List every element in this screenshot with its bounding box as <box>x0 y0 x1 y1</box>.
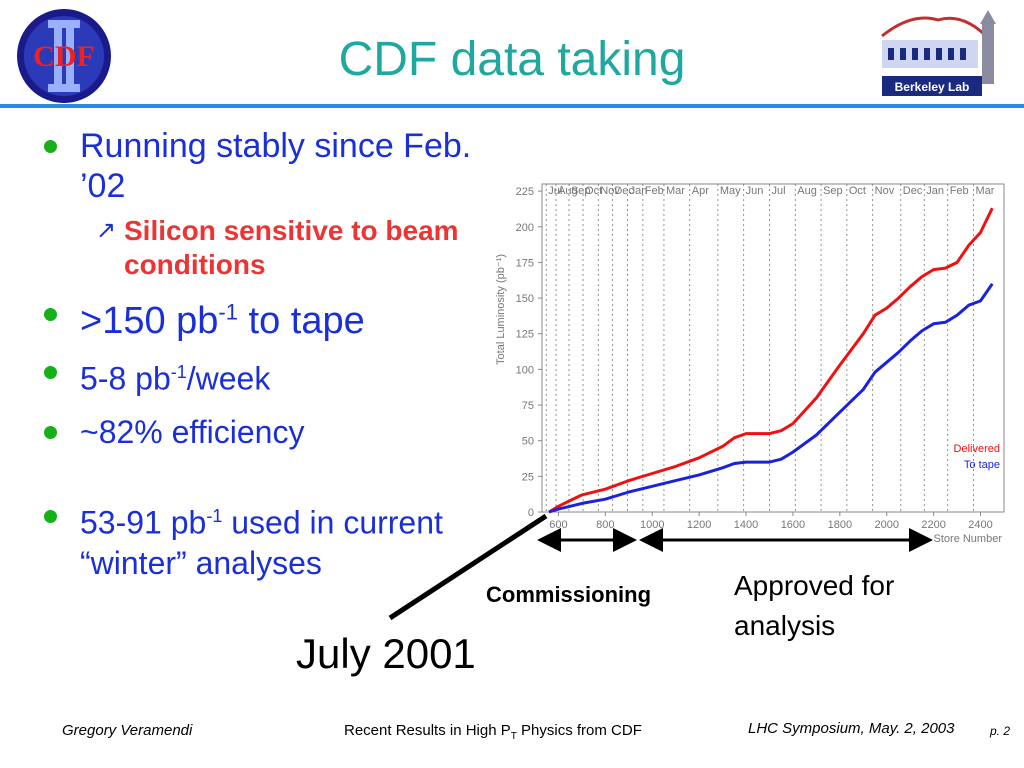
series-line-to-tape <box>548 282 994 514</box>
y-tick-label: 100 <box>516 364 534 376</box>
bullet-dot-icon <box>44 510 57 524</box>
series-line-delivered <box>548 207 994 514</box>
legend-entry: Delivered <box>954 443 1000 455</box>
plot-frame <box>541 183 1005 513</box>
y-tick-label: 0 <box>528 507 534 519</box>
bullet-list: Running stably since Feb. ’02 ↗ Silicon … <box>40 126 480 583</box>
y-tick-label: 25 <box>522 471 534 483</box>
month-label: Oct <box>849 185 866 197</box>
y-tick-label: 50 <box>522 436 534 448</box>
x-tick-label: 2000 <box>874 519 898 531</box>
month-label: Jul <box>771 185 785 197</box>
month-label: Mar <box>666 185 685 197</box>
month-label: Dec <box>614 185 634 197</box>
sub-bullet-text: Silicon sensitive to beam conditions <box>124 215 459 280</box>
bullet-per-week: 5-8 pb-1/week <box>40 352 480 399</box>
bullet-dot-icon <box>44 308 57 321</box>
month-label: Mar <box>976 185 995 197</box>
july-label: July 2001 <box>296 630 476 677</box>
bullet-efficiency: ~82% efficiency <box>40 412 480 452</box>
commissioning-label: Commissioning <box>486 582 652 607</box>
berkeley-lab-logo: Berkeley Lab <box>881 10 996 96</box>
bullet-dot-icon <box>44 140 57 153</box>
x-tick-label: 1200 <box>687 519 711 531</box>
x-tick-label: 1600 <box>781 519 805 531</box>
slide-title: CDF data taking <box>338 33 686 86</box>
x-tick-label: 1400 <box>734 519 758 531</box>
month-label: Nov <box>875 185 895 197</box>
month-label: Aug <box>797 185 817 197</box>
month-label: Feb <box>950 185 969 197</box>
y-tick-label: 225 <box>516 186 534 198</box>
x-tick-label: 1000 <box>640 519 664 531</box>
month-label: Sep <box>571 185 591 197</box>
bullet-text: ~82% efficiency <box>80 414 305 451</box>
month-label: Apr <box>692 185 709 197</box>
y-tick-label: 75 <box>522 400 534 412</box>
bullet-running: Running stably since Feb. ’02 <box>40 126 480 206</box>
arrow-icon: ↗ <box>96 217 117 244</box>
x-tick-label: 2400 <box>968 519 992 531</box>
month-label: Nov <box>600 185 620 197</box>
bullet-text: >150 pb-1 to tape <box>80 299 365 342</box>
title-rule <box>0 104 1024 108</box>
footer-talk-title: Recent Results in High PT Physics from C… <box>344 722 642 742</box>
bullet-text: Running stably since Feb. ’02 <box>80 127 472 205</box>
bullet-analyses: 53-91 pb-1 used in current “winter” anal… <box>40 496 450 583</box>
x-tick-label: 600 <box>549 519 567 531</box>
y-tick-label: 200 <box>516 222 534 234</box>
month-label: Aug <box>558 185 578 197</box>
legend-entry: To tape <box>964 459 1000 471</box>
month-label: May <box>720 185 741 197</box>
svg-text:CDF: CDF <box>33 40 95 73</box>
approved-label: Approved for analysis <box>734 570 895 641</box>
bullet-to-tape: >150 pb-1 to tape <box>40 292 480 342</box>
x-tick-label: 1800 <box>828 519 852 531</box>
y-axis-label: Total Luminosity (pb⁻¹) <box>495 254 507 365</box>
month-label: Jun <box>746 185 764 197</box>
y-tick-label: 175 <box>516 257 534 269</box>
cdf-logo: CDF <box>17 9 111 103</box>
month-label: Sep <box>823 185 843 197</box>
month-label: Jan <box>926 185 944 197</box>
bullet-dot-icon <box>44 365 57 379</box>
footer-author: Gregory Veramendi <box>62 722 193 739</box>
x-tick-label: 800 <box>596 519 614 531</box>
month-label: Feb <box>645 185 664 197</box>
footer-page: p. 2 <box>990 724 1011 738</box>
footer-event: LHC Symposium, May. 2, 2003 <box>748 720 955 737</box>
x-tick-label: 2200 <box>921 519 945 531</box>
svg-text:Berkeley Lab: Berkeley Lab <box>895 80 970 94</box>
bullet-dot-icon <box>44 426 57 440</box>
x-axis-label: Store Number <box>934 533 1003 545</box>
sub-bullet-silicon: ↗ Silicon sensitive to beam conditions <box>40 214 480 282</box>
y-tick-label: 125 <box>516 329 534 341</box>
month-label: Jul <box>548 185 562 197</box>
y-tick-label: 150 <box>516 293 534 305</box>
month-label: Dec <box>903 185 923 197</box>
